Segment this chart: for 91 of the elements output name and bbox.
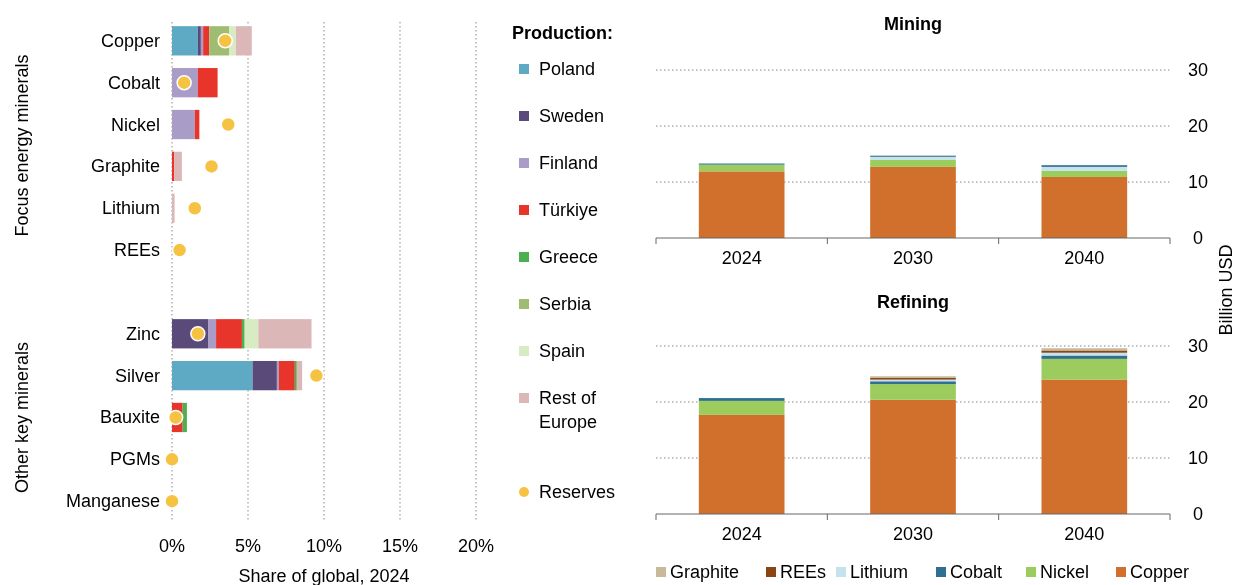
y-tick-label: Lithium — [101, 198, 160, 219]
bar — [172, 26, 198, 56]
y-tick-label: Manganese — [65, 491, 160, 512]
bar — [1041, 358, 1128, 380]
bar — [870, 399, 956, 514]
text: Focus energy minerals — [12, 54, 32, 237]
legend-label: Graphite — [670, 562, 740, 582]
x-tick-label: 2040 — [1064, 248, 1105, 268]
y-tick-label: REEs — [113, 240, 160, 261]
bar — [698, 164, 785, 172]
x-tick-label: 2024 — [721, 524, 762, 544]
text: Other key minerals — [12, 341, 32, 493]
point — [308, 367, 325, 384]
bar — [870, 159, 956, 167]
bar — [244, 319, 259, 349]
bar — [1041, 379, 1128, 514]
point — [203, 158, 220, 175]
point — [187, 200, 203, 216]
x-tick-label: 2030 — [892, 524, 934, 544]
bar — [172, 109, 195, 140]
legend-label: Copper — [1130, 562, 1190, 582]
legend-title: Production: — [512, 23, 613, 43]
bar — [278, 360, 295, 391]
y-tick-label: Bauxite — [99, 407, 160, 428]
bar — [296, 360, 303, 391]
x-tick-label: 15% — [381, 536, 419, 556]
bar — [698, 171, 785, 238]
legend-label: Greece — [539, 247, 599, 267]
bar — [252, 360, 277, 391]
x-tick-label: 5% — [234, 536, 262, 556]
bar — [208, 319, 217, 349]
x-tick-label: 20% — [457, 536, 495, 556]
x-tick-label: 2040 — [1064, 524, 1105, 544]
x-tick-label: 0% — [158, 536, 186, 556]
legend-label: Türkiye — [539, 200, 599, 220]
bar — [698, 414, 785, 514]
chart-title: Mining — [884, 14, 942, 34]
legend-label: Spain — [539, 341, 586, 361]
bar — [1041, 176, 1128, 238]
bar — [172, 193, 175, 223]
y-tick-label: 20 — [1187, 116, 1209, 136]
y-tick-label: Copper — [100, 30, 160, 51]
y-tick-label: Zinc — [125, 323, 160, 344]
legend-label: Cobalt — [950, 562, 1003, 582]
y-tick-label: 30 — [1187, 336, 1209, 356]
y-axis-title: Billion USD — [1216, 244, 1236, 336]
legend-label: Lithium — [850, 562, 909, 582]
bar — [1041, 166, 1128, 171]
legend-label: Poland — [539, 59, 596, 79]
x-tick-label: 10% — [305, 536, 343, 556]
bar — [698, 398, 785, 401]
bar — [241, 319, 245, 349]
bar — [1041, 170, 1128, 177]
legend-label: Serbia — [539, 294, 593, 314]
bar — [870, 384, 956, 400]
y-tick-label: 30 — [1187, 60, 1209, 80]
y-tick-label: Graphite — [90, 156, 160, 177]
y-tick-label: PGMs — [109, 449, 160, 470]
y-tick-label: 10 — [1187, 448, 1209, 468]
bar — [182, 402, 187, 433]
bar — [172, 360, 253, 391]
bar — [698, 400, 785, 415]
bar — [870, 166, 956, 238]
y-tick-label: 10 — [1187, 172, 1209, 192]
point — [164, 451, 180, 468]
point — [171, 242, 188, 258]
bar — [258, 319, 312, 349]
x-tick-label: 2024 — [721, 248, 762, 268]
x-tick-label: 2030 — [892, 248, 934, 268]
bar — [235, 26, 252, 56]
y-tick-label: Cobalt — [107, 72, 160, 93]
point — [167, 409, 184, 426]
legend-label: REEs — [780, 562, 827, 582]
legend-label: Sweden — [539, 106, 605, 126]
legend-label: Nickel — [1040, 562, 1090, 582]
y-tick-label: Nickel — [110, 114, 160, 135]
bar — [197, 68, 218, 98]
legend-label: Finland — [539, 153, 599, 173]
x-axis-title: Share of global, 2024 — [238, 566, 410, 585]
legend-label: Rest of Europe — [539, 388, 598, 432]
point — [164, 493, 180, 509]
bar — [216, 319, 242, 349]
chart-title: Refining — [877, 292, 949, 312]
y-tick-label: 0 — [1192, 504, 1204, 524]
y-tick-label: 0 — [1192, 228, 1204, 248]
bar — [203, 26, 210, 56]
y-tick-label: Silver — [114, 365, 160, 386]
y-tick-label: 20 — [1187, 392, 1209, 412]
bar — [174, 151, 182, 182]
legend-label: Reserves — [539, 482, 616, 502]
point — [220, 116, 236, 133]
